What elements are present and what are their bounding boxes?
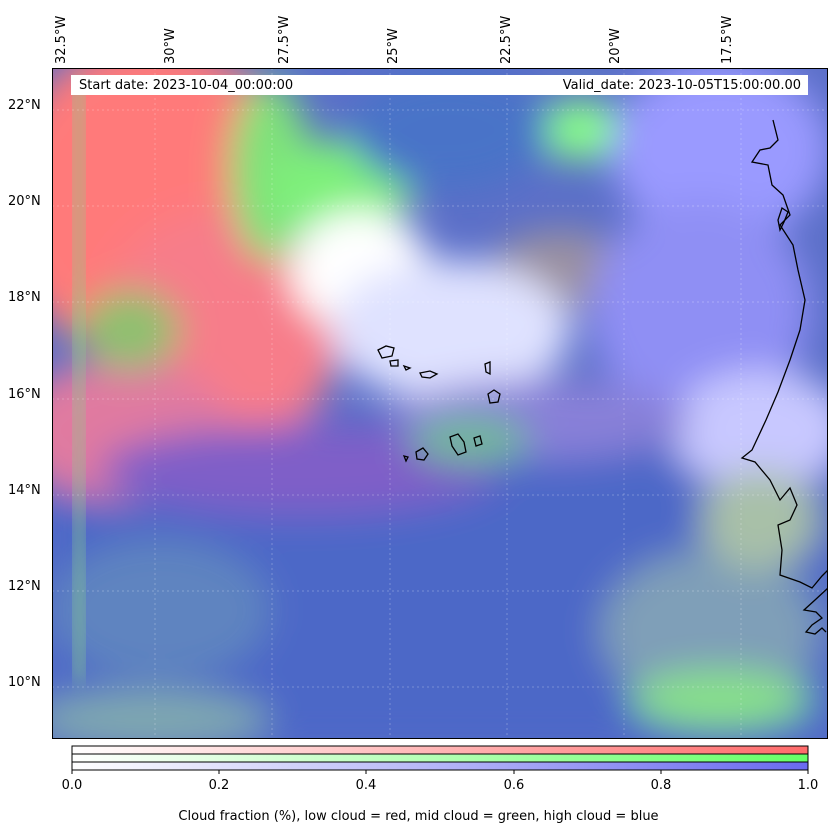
date-banner [71,75,808,95]
lat-label-12n: 12°N [8,579,41,594]
lon-label-27-5w: 27.5°W [277,15,292,64]
start-date-label: Start date: 2023-10-04_00:00:00 [79,78,294,93]
lon-label-25w: 25°W [386,28,401,64]
colorbar-tick-0-8: 0.8 [650,778,672,793]
coastline-south [802,587,828,635]
valid-date-label: Valid_date: 2023-10-05T15:00:00.00 [562,78,801,93]
colorbar-tick-0-2: 0.2 [208,778,230,793]
colorbar-tick-0-6: 0.6 [503,778,525,793]
colorbar-tick-1-0: 1.0 [797,778,819,793]
lon-label-20w: 20°W [608,28,623,64]
lat-label-18n: 18°N [8,290,41,305]
cape-verde-islands [377,345,501,463]
lat-label-10n: 10°N [8,675,41,690]
lon-label-22-5w: 22.5°W [499,15,514,64]
lat-label-22n: 22°N [8,98,41,113]
african-coastline [740,119,828,589]
colorbar-title: Cloud fraction (%), low cloud = red, mid… [178,809,659,824]
map-gridlines [52,68,828,739]
lat-label-20n: 20°N [8,194,41,209]
lon-label-30w: 30°W [163,28,178,64]
lon-label-32-5w: 32.5°W [54,15,69,64]
map-frame [52,68,828,739]
colorbar-tick-0-4: 0.4 [355,778,377,793]
colorbar [71,745,809,774]
cloud-field [52,68,828,739]
lat-label-16n: 16°N [8,387,41,402]
lat-label-14n: 14°N [8,483,41,498]
colorbar-tick-0-0: 0.0 [61,778,83,793]
lon-label-17-5w: 17.5°W [720,15,735,64]
